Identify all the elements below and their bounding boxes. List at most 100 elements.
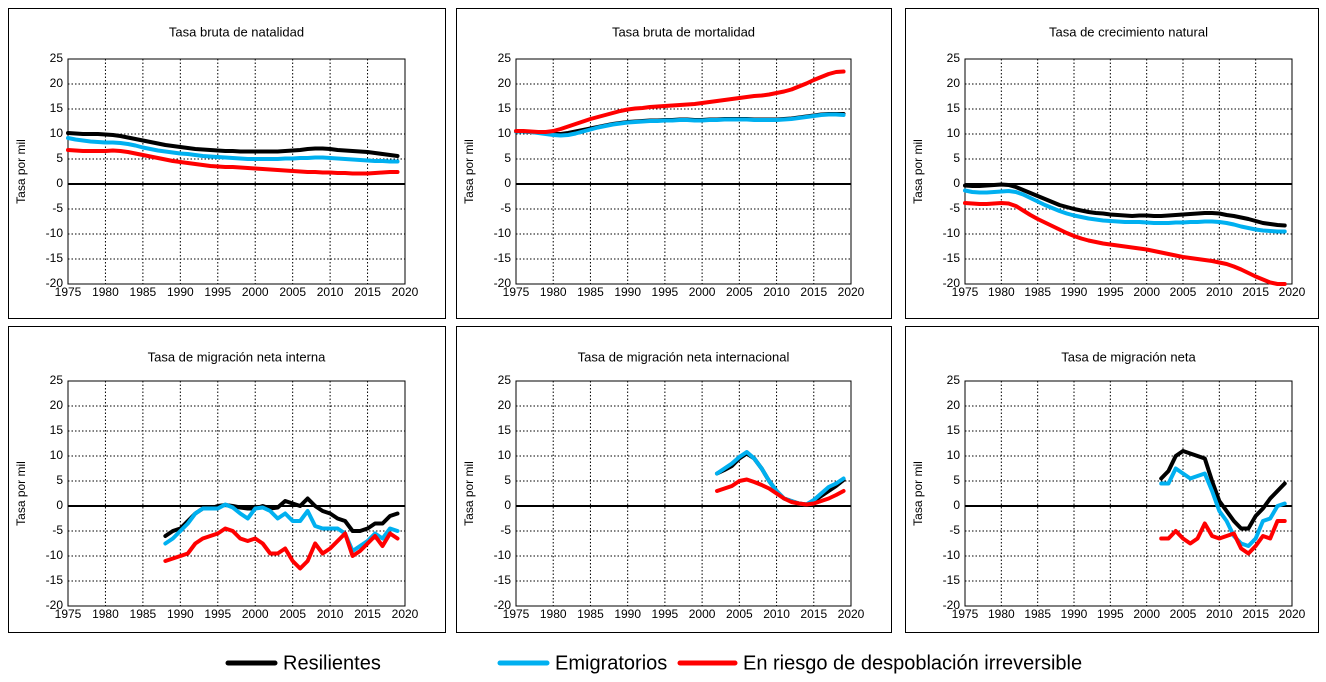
- x-tick-label: 1985: [1024, 607, 1051, 621]
- x-tick-label: 1990: [614, 607, 641, 621]
- series-line: [963, 182, 1287, 228]
- x-tick-label: 2000: [1133, 607, 1160, 621]
- x-tick-label: 1980: [540, 285, 567, 299]
- x-tick-label: 2000: [689, 285, 716, 299]
- y-tick-label: -15: [46, 251, 64, 265]
- x-tick-label: 2015: [1242, 285, 1269, 299]
- x-tick-label: 2005: [279, 285, 306, 299]
- y-tick-label: 15: [50, 101, 64, 115]
- panel: Tasa de migración neta Tasa por mil 1975 19…: [905, 326, 1319, 633]
- y-tick-label: 5: [56, 473, 63, 487]
- y-tick-label: 0: [56, 176, 63, 190]
- x-tick-label: 1985: [130, 285, 157, 299]
- x-tick-label: 1975: [55, 607, 82, 621]
- chart-title: Tasa de migración neta interna: [148, 349, 327, 364]
- y-axis-label: Tasa por mil: [462, 139, 476, 204]
- x-tick-label: 2005: [726, 285, 753, 299]
- legend-label: Emigratorios: [555, 652, 667, 674]
- x-tick-label: 1990: [614, 285, 641, 299]
- y-tick-label: 25: [947, 373, 961, 387]
- x-tick-label: 1985: [1024, 285, 1051, 299]
- panel-frame: [905, 326, 1319, 633]
- y-tick-label: -15: [943, 251, 961, 265]
- y-tick-label: 25: [947, 51, 961, 65]
- panel: Tasa de crecimiento natural Tasa por mil 1…: [905, 8, 1319, 319]
- x-tick-label: 1985: [577, 607, 604, 621]
- panel-frame: [456, 326, 892, 633]
- x-tick-label: 2010: [1206, 607, 1233, 621]
- series-line: [1159, 519, 1287, 556]
- y-tick-label: -10: [494, 548, 512, 562]
- x-tick-label: 1990: [167, 285, 194, 299]
- y-tick-label: 20: [947, 76, 961, 90]
- y-tick-label: -15: [46, 573, 64, 587]
- x-tick-label: 2015: [354, 607, 381, 621]
- y-tick-label: 10: [947, 448, 961, 462]
- x-tick-label: 2020: [1279, 285, 1306, 299]
- x-tick-label: 2020: [392, 285, 419, 299]
- x-tick-label: 2015: [354, 285, 381, 299]
- chart-title: Tasa de crecimiento natural: [1049, 24, 1208, 39]
- x-tick-label: 2010: [763, 607, 790, 621]
- x-tick-label: 1975: [952, 607, 979, 621]
- x-tick-label: 2005: [726, 607, 753, 621]
- series-line: [66, 148, 400, 176]
- y-tick-label: -5: [500, 201, 511, 215]
- y-tick-label: 10: [50, 448, 64, 462]
- x-tick-label: 1980: [92, 285, 119, 299]
- y-tick-label: 25: [498, 51, 512, 65]
- y-axis-label: Tasa por mil: [462, 461, 476, 526]
- panel: Tasa de migración neta interna Tasa por m…: [8, 326, 446, 633]
- chart-title: Tasa bruta de natalidad: [169, 24, 304, 39]
- x-tick-label: 1985: [577, 285, 604, 299]
- x-tick-label: 2020: [838, 285, 865, 299]
- panel-frame: [8, 8, 446, 319]
- x-tick-label: 1975: [503, 607, 530, 621]
- y-tick-label: 5: [953, 151, 960, 165]
- x-tick-label: 1980: [92, 607, 119, 621]
- y-tick-label: 20: [947, 398, 961, 412]
- x-tick-label: 1985: [130, 607, 157, 621]
- x-tick-label: 2010: [317, 285, 344, 299]
- y-tick-label: 10: [498, 448, 512, 462]
- x-tick-label: 1995: [1097, 607, 1124, 621]
- y-tick-label: 0: [56, 498, 63, 512]
- y-tick-label: 5: [56, 151, 63, 165]
- x-tick-label: 1975: [503, 285, 530, 299]
- panel: Tasa bruta de natalidad Tasa por mil 1975 1…: [8, 8, 446, 319]
- chart-title: Tasa bruta de mortalidad: [612, 24, 755, 39]
- series-line: [163, 502, 400, 553]
- y-tick-label: -10: [46, 548, 64, 562]
- chart-title: Tasa de migración neta internacional: [578, 349, 790, 364]
- panel-frame: [8, 326, 446, 633]
- x-tick-label: 1980: [540, 607, 567, 621]
- y-tick-label: -20: [46, 276, 64, 290]
- x-tick-label: 2000: [242, 285, 269, 299]
- series-line: [163, 526, 400, 571]
- y-tick-label: -20: [46, 598, 64, 612]
- y-tick-label: 15: [50, 423, 64, 437]
- x-tick-label: 2010: [317, 607, 344, 621]
- y-tick-label: -15: [494, 573, 512, 587]
- x-tick-label: 2000: [242, 607, 269, 621]
- x-tick-label: 1975: [55, 285, 82, 299]
- y-tick-label: 10: [947, 126, 961, 140]
- x-tick-label: 1995: [652, 607, 679, 621]
- y-tick-label: 15: [498, 423, 512, 437]
- panel-frame: [905, 8, 1319, 319]
- y-tick-label: -5: [949, 523, 960, 537]
- panel: Tasa de migración neta internacional Tasa…: [456, 326, 892, 633]
- y-tick-label: -10: [46, 226, 64, 240]
- y-tick-label: -5: [52, 201, 63, 215]
- x-tick-label: 2020: [1279, 607, 1306, 621]
- y-tick-label: 0: [953, 176, 960, 190]
- y-tick-label: -20: [494, 598, 512, 612]
- x-tick-label: 2020: [392, 607, 419, 621]
- y-tick-label: 25: [50, 51, 64, 65]
- x-tick-label: 1995: [204, 285, 231, 299]
- y-tick-label: -20: [494, 276, 512, 290]
- x-tick-label: 2005: [1170, 285, 1197, 299]
- x-tick-label: 2020: [838, 607, 865, 621]
- x-tick-label: 1980: [988, 285, 1015, 299]
- x-tick-label: 2015: [1242, 607, 1269, 621]
